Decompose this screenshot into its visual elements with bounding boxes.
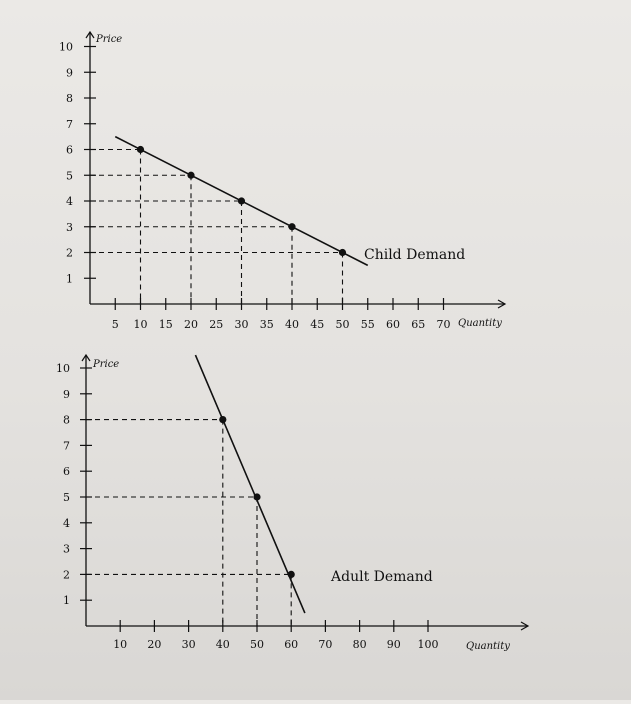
x-tick-label: 60 — [284, 638, 298, 651]
data-point — [136, 145, 145, 154]
data-point — [219, 416, 227, 424]
y-tick-label: 10 — [56, 362, 70, 375]
x-tick-label: 30 — [182, 638, 196, 651]
x-tick-label: 10 — [113, 638, 127, 651]
y-axis-arrow — [85, 30, 95, 39]
x-tick-label: 25 — [209, 318, 223, 331]
x-tick-label: 70 — [437, 318, 451, 331]
x-tick-label: 100 — [418, 638, 439, 651]
y-tick-label: 2 — [66, 247, 73, 260]
x-tick-label: 20 — [147, 638, 161, 651]
x-tick-label: 90 — [387, 638, 401, 651]
x-axis-arrow — [520, 621, 530, 631]
x-tick-label: 70 — [318, 638, 332, 651]
y-tick-label: 6 — [63, 465, 70, 478]
y-tick-label: 1 — [66, 272, 73, 285]
x-tick-label: 10 — [134, 318, 148, 331]
x-axis-title: Quantity — [466, 641, 510, 652]
x-axis-title: Quantity — [458, 318, 502, 329]
y-tick-label: 6 — [66, 144, 73, 157]
x-tick-label: 20 — [184, 318, 198, 331]
y-tick-label: 3 — [66, 221, 73, 234]
y-tick-label: 5 — [66, 169, 73, 182]
x-tick-label: 50 — [336, 318, 350, 331]
y-tick-label: 7 — [63, 439, 70, 452]
data-point — [187, 171, 195, 179]
y-tick-label: 2 — [63, 568, 70, 581]
x-tick-label: 40 — [285, 318, 299, 331]
demand-curve-label: Adult Demand — [330, 569, 433, 585]
x-tick-label: 35 — [260, 318, 274, 331]
demand-curve-label: Child Demand — [364, 247, 465, 263]
y-tick-label: 9 — [63, 388, 70, 401]
x-tick-label: 30 — [235, 318, 249, 331]
demand-curve-line — [194, 354, 306, 614]
data-point — [287, 570, 295, 579]
x-axis-arrow — [497, 299, 507, 309]
x-tick-label: 50 — [250, 638, 264, 651]
y-tick-label: 9 — [66, 66, 73, 79]
x-tick-label: 60 — [386, 318, 400, 331]
x-tick-label: 5 — [112, 318, 119, 331]
y-tick-label: 5 — [63, 491, 70, 504]
data-point — [288, 223, 296, 231]
data-point — [338, 248, 347, 257]
x-tick-label: 40 — [216, 638, 230, 651]
y-tick-label: 4 — [63, 517, 70, 530]
x-tick-label: 55 — [361, 318, 375, 331]
data-point — [253, 493, 261, 501]
x-tick-label: 65 — [411, 318, 425, 331]
y-tick-label: 1 — [63, 594, 70, 607]
y-axis-title: Price — [95, 34, 122, 45]
y-tick-label: 8 — [66, 92, 73, 105]
x-tick-label: 80 — [353, 638, 367, 651]
x-tick-label: 15 — [159, 318, 173, 331]
x-tick-label: 45 — [310, 318, 324, 331]
y-tick-label: 8 — [63, 414, 70, 427]
y-tick-label: 4 — [66, 195, 73, 208]
y-tick-label: 10 — [59, 41, 73, 54]
y-axis-title: Price — [92, 359, 119, 370]
y-tick-label: 3 — [63, 543, 70, 556]
y-axis-arrow — [81, 353, 91, 362]
data-point — [237, 197, 246, 205]
y-tick-label: 7 — [66, 118, 73, 131]
